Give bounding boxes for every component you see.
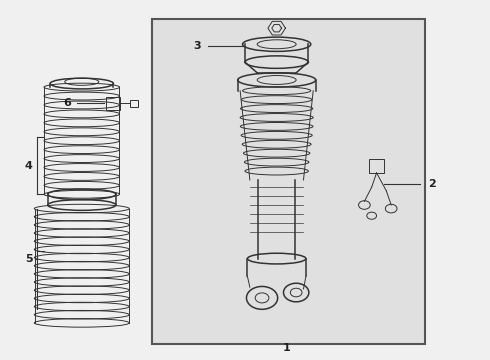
Bar <box>106 97 120 110</box>
Text: 3: 3 <box>194 41 201 51</box>
Text: 6: 6 <box>63 98 71 108</box>
Text: 4: 4 <box>24 161 33 171</box>
Bar <box>369 158 384 173</box>
Bar <box>129 100 138 107</box>
Text: 1: 1 <box>283 343 290 353</box>
Bar <box>152 19 425 344</box>
Text: 5: 5 <box>25 253 32 264</box>
Text: 2: 2 <box>428 179 436 189</box>
